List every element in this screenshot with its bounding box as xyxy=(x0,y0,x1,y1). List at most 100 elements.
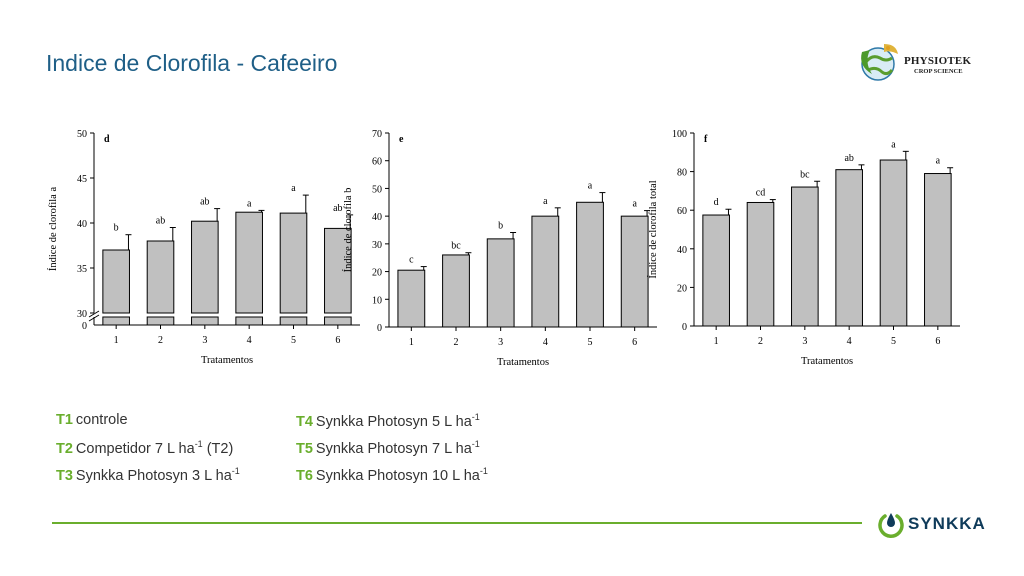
bar xyxy=(835,169,863,327)
bar xyxy=(442,254,470,328)
significance-letter: a xyxy=(936,156,941,167)
x-tick-label: 2 xyxy=(758,336,763,347)
significance-letter: b xyxy=(114,223,119,234)
bar xyxy=(924,173,952,327)
legend-item-t2: T2 Competidor 7 L ha-1 (T2) xyxy=(56,439,233,457)
x-tick-label: 3 xyxy=(202,335,207,346)
bar xyxy=(146,240,175,314)
bar xyxy=(397,269,426,328)
panel-label: e xyxy=(399,134,404,145)
bar xyxy=(879,159,908,327)
y-tick-label: 0 xyxy=(82,321,87,332)
axis-break-mark xyxy=(88,310,100,318)
x-tick-label: 1 xyxy=(114,335,119,346)
x-tick-label: 1 xyxy=(714,336,719,347)
x-tick-label: 3 xyxy=(498,337,503,348)
legend-item-t3: T3 Synkka Photosyn 3 L ha-1 xyxy=(56,466,240,484)
axis-break-mark xyxy=(88,314,100,322)
legend-sup: -1 xyxy=(231,466,240,476)
bar xyxy=(235,211,263,314)
bar-stub xyxy=(191,316,219,326)
footer-divider xyxy=(52,522,862,524)
legend-item-t1: T1 controle xyxy=(56,412,128,428)
bar xyxy=(746,201,775,327)
significance-letter: a xyxy=(891,139,896,150)
significance-letter: a xyxy=(543,196,548,207)
bar xyxy=(531,215,560,328)
x-tick-label: 4 xyxy=(247,335,252,346)
y-tick-label: 40 xyxy=(77,219,87,230)
legend-item-t6: T6 Synkka Photosyn 10 L ha-1 xyxy=(296,466,488,484)
y-tick-label: 10 xyxy=(372,295,382,306)
bar-stub xyxy=(146,316,175,326)
legend-code: T1 xyxy=(56,412,73,428)
legend-code: T5 xyxy=(296,440,313,457)
x-tick-label: 5 xyxy=(891,336,896,347)
legend-item-t4: T4 Synkka Photosyn 5 L ha-1 xyxy=(296,412,480,430)
bar-stub xyxy=(279,316,308,326)
legend-text: Synkka Photosyn 10 L ha xyxy=(315,467,480,484)
x-tick-label: 2 xyxy=(454,337,459,348)
y-tick-label: 20 xyxy=(677,283,687,294)
y-tick-label: 30 xyxy=(372,240,382,251)
legend-tail: (T2) xyxy=(202,440,234,457)
legend-code: T6 xyxy=(296,467,313,484)
x-tick-label: 4 xyxy=(543,337,548,348)
bar xyxy=(324,227,352,314)
x-tick-label: 5 xyxy=(588,337,593,348)
bar xyxy=(791,186,819,327)
bar-stub xyxy=(235,316,263,326)
x-tick-label: 3 xyxy=(802,336,807,347)
y-axis-label: Índice de clorofila b xyxy=(342,188,354,273)
legend-sup: -1 xyxy=(471,412,480,422)
synkka-logo: SYNKKA xyxy=(876,508,986,540)
physiotek-subtitle: CROP SCIENCE xyxy=(914,68,963,75)
y-axis-label: Índice de clorofila total xyxy=(647,180,659,278)
x-tick-label: 6 xyxy=(335,335,340,346)
significance-letter: a xyxy=(291,183,296,194)
legend-sup: -1 xyxy=(471,439,480,449)
bar xyxy=(102,249,130,314)
significance-letter: ab xyxy=(844,153,853,164)
y-tick-label: 70 xyxy=(372,129,382,140)
significance-letter: c xyxy=(409,255,414,266)
legend-text: controle xyxy=(75,412,128,428)
legend-item-t5: T5 Synkka Photosyn 7 L ha-1 xyxy=(296,439,480,457)
significance-letter: ab xyxy=(200,197,209,208)
y-tick-label: 45 xyxy=(77,174,87,185)
bar xyxy=(486,238,515,328)
significance-letter: a xyxy=(247,198,252,209)
legend-sup: -1 xyxy=(479,466,488,476)
significance-letter: a xyxy=(588,181,593,192)
bar-stub xyxy=(324,316,352,326)
y-tick-label: 80 xyxy=(677,168,687,179)
significance-letter: bc xyxy=(800,169,810,180)
physiotek-logo: PHYSIOTEK CROP SCIENCE xyxy=(856,40,976,86)
y-tick-label: 30 xyxy=(77,309,87,320)
x-tick-label: 4 xyxy=(847,336,852,347)
bar-stub xyxy=(102,316,130,326)
legend-text: Synkka Photosyn 7 L ha xyxy=(315,440,472,457)
x-tick-label: 5 xyxy=(291,335,296,346)
y-tick-label: 50 xyxy=(77,129,87,140)
x-tick-label: 1 xyxy=(409,337,414,348)
physiotek-name: PHYSIOTEK xyxy=(904,55,972,67)
legend-text: Competidor 7 L ha xyxy=(75,440,195,457)
x-tick-label: 6 xyxy=(632,337,637,348)
legend-text: Synkka Photosyn 3 L ha xyxy=(75,467,232,484)
legend-sup: -1 xyxy=(194,439,203,449)
x-axis-label: Tratamentos xyxy=(801,356,853,367)
y-tick-label: 20 xyxy=(372,268,382,279)
legend-code: T4 xyxy=(296,413,313,430)
y-tick-label: 0 xyxy=(682,322,687,333)
synkka-brand: SYNKKA xyxy=(908,514,986,533)
globe-leaf-icon xyxy=(861,44,898,81)
x-tick-label: 6 xyxy=(935,336,940,347)
bar xyxy=(702,214,730,327)
y-axis-label: Índice de clorofila a xyxy=(47,187,59,272)
page-title: Indice de Clorofila - Cafeeiro xyxy=(46,50,338,76)
bar xyxy=(576,201,604,328)
significance-letter: ab xyxy=(156,216,165,227)
panel-label: d xyxy=(104,134,110,145)
